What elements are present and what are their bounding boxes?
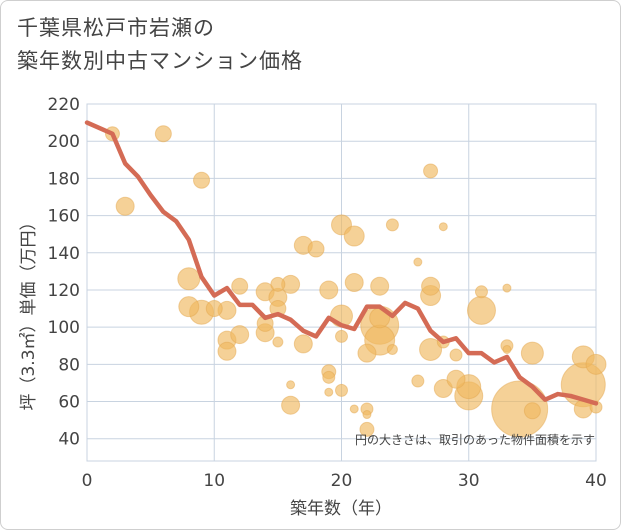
bubble-point <box>335 329 348 343</box>
x-tick-label: 0 <box>82 471 93 491</box>
bubble-point <box>423 163 439 179</box>
x-tick-label: 30 <box>458 471 480 491</box>
y-tick-label: 140 <box>48 244 80 264</box>
y-tick-label: 120 <box>48 281 80 301</box>
bubble-point <box>230 325 250 345</box>
size-annotation: 円の大きさは、取引のあった物件面積を示す <box>355 432 595 447</box>
bubble-point <box>322 370 336 384</box>
bubble-point <box>217 341 237 361</box>
bubble-point <box>205 300 223 318</box>
y-tick-label: 80 <box>58 355 80 375</box>
bubble-point <box>307 240 325 258</box>
x-axis-label: 築年数（年） <box>290 499 392 519</box>
bubble-point <box>449 348 463 362</box>
bubble-point <box>324 387 334 397</box>
bubble-point <box>411 374 425 388</box>
x-tick-label: 40 <box>585 471 607 491</box>
bubble-point <box>446 369 466 389</box>
bubble-point <box>272 336 284 348</box>
bubble-point <box>286 380 296 390</box>
bubble-point <box>335 383 348 397</box>
bubble-point <box>438 222 448 232</box>
bubble-point <box>362 410 372 420</box>
bubble-point <box>177 267 201 291</box>
bubble-point <box>344 273 364 292</box>
bubble-point <box>474 285 488 299</box>
bubble-point <box>359 421 375 437</box>
y-tick-label: 180 <box>48 169 80 189</box>
y-tick-label: 200 <box>48 132 80 152</box>
title-line-1: 千葉県松戸市岩瀬の <box>17 16 215 40</box>
y-tick-labels: 40 60 80 100 120 140 160 180 200 220 <box>48 95 80 450</box>
bubble-point <box>466 295 496 325</box>
bubble-point <box>433 378 453 398</box>
y-tick-label: 100 <box>48 318 80 338</box>
bubble-point <box>585 353 607 375</box>
y-axis-label: 坪（3.3㎡）単価（万円） <box>19 213 39 410</box>
bubble-point <box>154 125 172 143</box>
bubble-point <box>293 334 313 354</box>
bubble-point <box>231 277 249 295</box>
average-price-line <box>84 120 599 406</box>
x-tick-labels: 0 10 20 30 40 <box>82 471 607 491</box>
bubble-point <box>502 344 512 354</box>
y-tick-label: 160 <box>48 207 80 227</box>
x-tick-label: 20 <box>331 471 353 491</box>
bubble-point <box>281 395 301 415</box>
bubble-point <box>491 380 549 438</box>
y-tick-label: 220 <box>48 95 80 115</box>
bubble-point <box>502 283 512 293</box>
bubble-point <box>520 341 544 365</box>
bubble-point <box>343 225 365 247</box>
bubble-point <box>413 257 423 267</box>
bubble-point <box>115 196 135 216</box>
bubble-point <box>419 337 443 361</box>
trend-line-layer <box>84 120 599 406</box>
bubble-point <box>319 280 339 300</box>
y-tick-label: 60 <box>58 393 80 413</box>
bubble-point <box>523 402 541 420</box>
x-tick-label: 10 <box>203 471 225 491</box>
bubble-point <box>385 218 399 232</box>
chart-title: 千葉県松戸市岩瀬の 築年数別中古マンション価格 <box>17 12 303 78</box>
bubble-point <box>357 343 377 363</box>
bubble-point <box>386 343 398 355</box>
bubble-point <box>370 276 390 296</box>
bubble-point <box>270 276 286 292</box>
bubble-point <box>349 404 359 414</box>
bubble-point <box>193 171 211 189</box>
title-line-2: 築年数別中古マンション価格 <box>17 49 303 73</box>
bubble-point <box>178 296 200 318</box>
y-tick-label: 40 <box>58 430 80 450</box>
bubble-point <box>421 276 441 296</box>
bubble-layer <box>104 125 607 438</box>
